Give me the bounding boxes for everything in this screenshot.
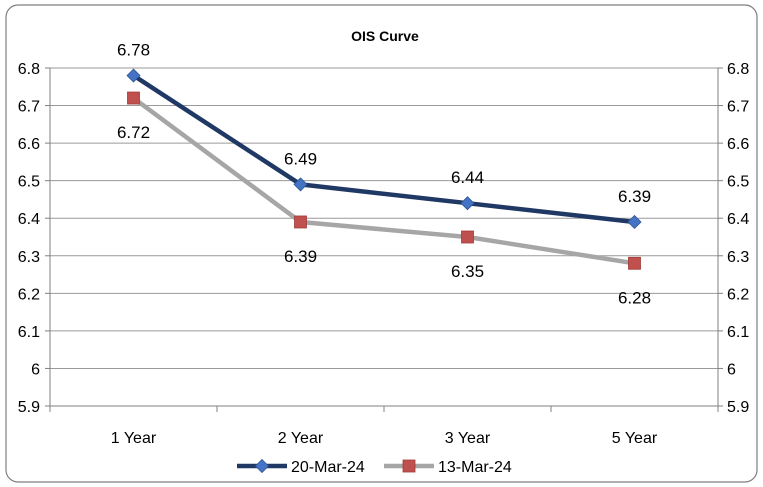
y-axis-right-ticks: 5.9 6 6.1 6.2 6.3 6.4 6.5 6.6 6.7 6.8 xyxy=(727,61,749,416)
x-axis-ticks: 1 Year 2 Year 3 Year 5 Year xyxy=(111,430,658,447)
data-labels: 6.72 6.39 6.35 6.28 6.78 6.49 6.44 6.39 xyxy=(117,41,651,308)
y-axis-left-ticks: 5.9 6 6.1 6.2 6.3 6.4 6.5 6.6 6.7 6.8 xyxy=(18,61,40,416)
data-label: 6.78 xyxy=(117,41,150,60)
y-tick-label-right: 6.4 xyxy=(727,211,749,228)
x-tick-label: 5 Year xyxy=(612,430,658,447)
y-tick-label-left: 6.6 xyxy=(18,136,40,153)
y-tick-label-right: 6.6 xyxy=(727,136,749,153)
axes xyxy=(45,67,723,412)
y-tick-label-left: 6.2 xyxy=(18,286,40,303)
data-point-square xyxy=(461,230,474,244)
y-tick-label-left: 6.7 xyxy=(18,99,40,116)
data-label: 6.39 xyxy=(284,247,317,266)
data-point-diamond xyxy=(293,177,308,192)
series-line-20-Mar-24 xyxy=(131,73,637,225)
y-tick-label-right: 6.1 xyxy=(727,324,749,341)
data-point-diamond xyxy=(627,214,642,230)
x-tick-label: 3 Year xyxy=(445,430,491,447)
y-tick-label-right: 6 xyxy=(727,361,736,378)
y-tick-label-right: 6.8 xyxy=(727,61,749,78)
chart-frame xyxy=(5,4,758,483)
data-label: 6.28 xyxy=(618,288,651,307)
data-label: 6.39 xyxy=(618,187,651,206)
data-point-square xyxy=(294,215,307,229)
legend-marker-diamond xyxy=(254,458,270,474)
y-tick-label-right: 6.7 xyxy=(727,99,749,116)
y-tick-label-right: 6.5 xyxy=(727,174,749,191)
series-line-13-Mar-24 xyxy=(131,95,637,266)
data-point-square xyxy=(127,91,140,105)
data-point-square xyxy=(628,256,641,270)
y-tick-label-left: 6.5 xyxy=(18,174,40,191)
x-tick-label: 2 Year xyxy=(278,430,324,447)
legend-label: 13-Mar-24 xyxy=(438,459,512,476)
legend-label: 20-Mar-24 xyxy=(291,459,365,476)
y-tick-label-left: 6.8 xyxy=(18,61,40,78)
data-point-diamond xyxy=(460,196,475,211)
data-label: 6.72 xyxy=(117,123,150,142)
y-tick-label-left: 6.1 xyxy=(18,324,40,341)
gridlines xyxy=(50,67,718,407)
y-tick-label-left: 6.3 xyxy=(18,249,40,266)
data-label: 6.35 xyxy=(451,262,484,281)
y-tick-label-right: 6.2 xyxy=(727,286,749,303)
y-tick-label-left: 6.4 xyxy=(18,211,40,228)
x-tick-label: 1 Year xyxy=(111,430,157,447)
legend: 20-Mar-24 13-Mar-24 xyxy=(237,458,512,476)
data-label: 6.49 xyxy=(284,149,317,168)
y-tick-label-left: 5.9 xyxy=(18,399,40,416)
y-tick-label-left: 6 xyxy=(31,361,40,378)
y-tick-label-right: 5.9 xyxy=(727,399,749,416)
series-group xyxy=(126,68,642,270)
data-point-diamond xyxy=(126,68,141,83)
data-label: 6.44 xyxy=(451,168,484,187)
chart-title: OIS Curve xyxy=(351,28,419,44)
legend-marker-square xyxy=(402,459,416,473)
y-tick-label-right: 6.3 xyxy=(727,249,749,266)
